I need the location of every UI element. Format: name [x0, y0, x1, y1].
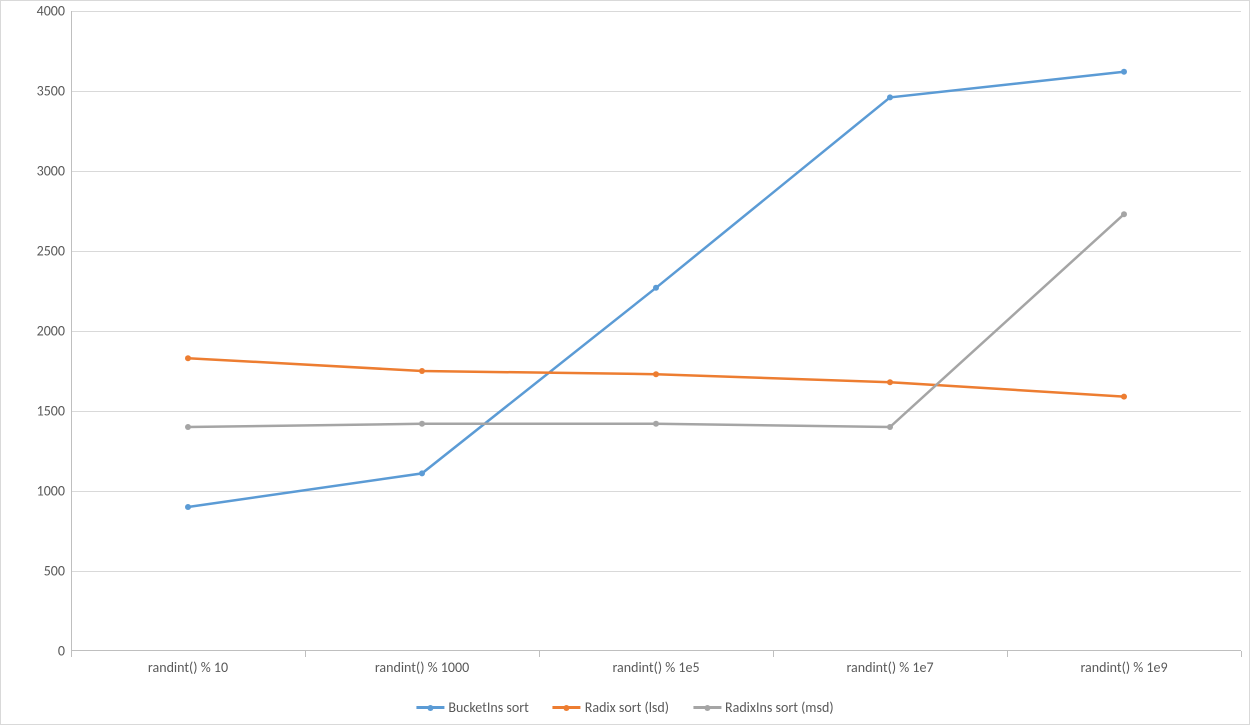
legend-label: BucketIns sort [448, 699, 528, 716]
line-chart: BucketIns sort Radix sort (lsd) RadixIns s… [0, 0, 1250, 725]
legend-item: BucketIns sort [416, 699, 528, 716]
x-tick-label: randint() % 1e9 [1080, 659, 1167, 676]
series-marker [419, 368, 425, 374]
y-tick-label: 3000 [5, 163, 65, 180]
x-tick-mark [305, 651, 306, 657]
series-marker [653, 371, 659, 377]
x-tick-label: randint() % 1e7 [846, 659, 933, 676]
series-line [188, 214, 1124, 427]
y-tick-label: 2500 [5, 243, 65, 260]
y-tick-label: 4000 [5, 3, 65, 20]
series-marker [1121, 394, 1127, 400]
legend-swatch [693, 702, 721, 714]
series-marker [887, 424, 893, 430]
series-marker [1121, 69, 1127, 75]
legend-swatch [553, 702, 581, 714]
x-tick-mark [1007, 651, 1008, 657]
series-marker [185, 424, 191, 430]
chart-lines [71, 11, 1241, 651]
legend-label: RadixIns sort (msd) [725, 699, 834, 716]
series-marker [1121, 211, 1127, 217]
series-marker [887, 94, 893, 100]
series-line [188, 358, 1124, 396]
legend: BucketIns sort Radix sort (lsd) RadixIns s… [416, 699, 833, 716]
x-tick-mark [773, 651, 774, 657]
x-tick-label: randint() % 1e5 [612, 659, 699, 676]
legend-label: Radix sort (lsd) [585, 699, 669, 716]
legend-item: RadixIns sort (msd) [693, 699, 834, 716]
x-tick-label: randint() % 1000 [375, 659, 469, 676]
y-tick-label: 1000 [5, 483, 65, 500]
y-tick-label: 1500 [5, 403, 65, 420]
y-tick-label: 500 [5, 563, 65, 580]
y-tick-label: 0 [5, 643, 65, 660]
y-tick-label: 2000 [5, 323, 65, 340]
series-marker [419, 470, 425, 476]
x-tick-label: randint() % 10 [148, 659, 228, 676]
series-marker [653, 285, 659, 291]
y-tick-label: 3500 [5, 83, 65, 100]
x-tick-mark [71, 651, 72, 657]
legend-item: Radix sort (lsd) [553, 699, 669, 716]
series-marker [185, 504, 191, 510]
series-marker [419, 421, 425, 427]
series-marker [653, 421, 659, 427]
series-marker [887, 379, 893, 385]
series-marker [185, 355, 191, 361]
x-tick-mark [1241, 651, 1242, 657]
legend-swatch [416, 702, 444, 714]
x-tick-mark [539, 651, 540, 657]
